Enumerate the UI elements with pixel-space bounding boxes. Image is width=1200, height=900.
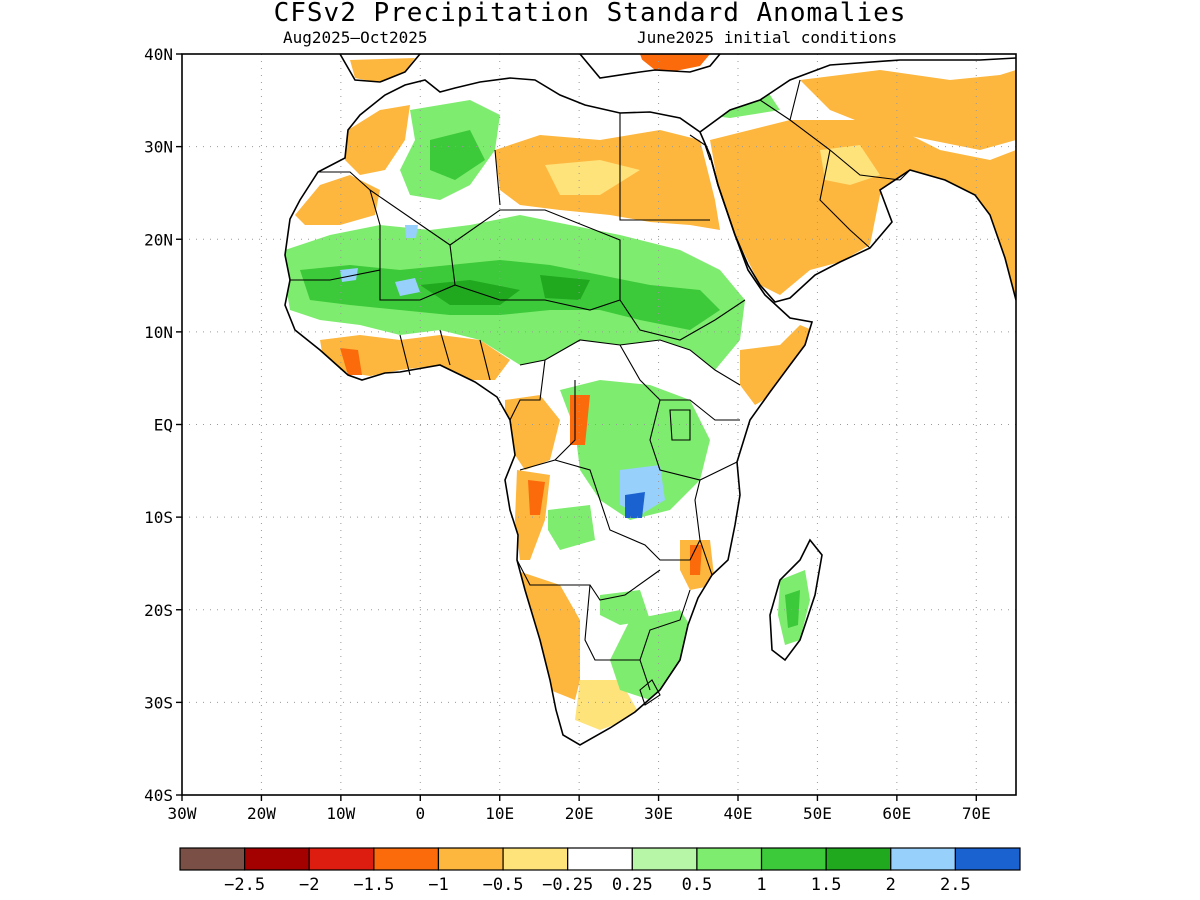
anomaly-field	[285, 54, 1016, 745]
lon-tick-label: 10W	[326, 804, 355, 823]
colorbar-label: −1	[428, 875, 448, 895]
lat-tick-label: 40S	[144, 786, 173, 805]
lon-tick-label: 20E	[565, 804, 594, 823]
colorbar-label: 0.25	[612, 875, 653, 895]
colorbar-swatch	[890, 847, 956, 871]
lat-tick-label: 40N	[144, 45, 173, 64]
lat-tick-label: 30S	[144, 693, 173, 712]
lat-tick-label: 20N	[144, 230, 173, 249]
colorbar-label: −0.5	[483, 875, 524, 895]
lat-tick-label: 10N	[144, 323, 173, 342]
colorbar-label: −0.25	[542, 875, 593, 895]
lon-tick-label: 50E	[803, 804, 832, 823]
balkans-coast	[579, 54, 721, 79]
colorbar-swatch	[760, 847, 827, 871]
country-borders	[290, 79, 911, 706]
colorbar-label: 2	[886, 875, 896, 895]
lat-tick-label: 30N	[144, 138, 173, 157]
chart-title: CFSv2 Precipitation Standard Anomalies	[273, 0, 907, 28]
lon-tick-label: 60E	[882, 804, 911, 823]
colorbar-swatch	[502, 847, 569, 871]
colorbar-swatch	[631, 847, 698, 871]
latitude-axis: 40N 30N 20N 10N EQ 10S 20S 30S 40S	[144, 45, 182, 805]
colorbar-swatch	[308, 847, 375, 871]
madagascar	[769, 538, 823, 662]
colorbar-label: −2	[299, 875, 319, 895]
colorbar: −2.5 −2 −1.5 −1 −0.5 −0.25 0.25 0.5 1 1.5 2 2.5	[179, 847, 1021, 895]
colorbar-swatch	[437, 847, 504, 871]
colorbar-label: −2.5	[224, 875, 265, 895]
iberia	[339, 54, 421, 83]
lon-tick-label: 10E	[485, 804, 514, 823]
africa-coastline	[284, 77, 814, 746]
initial-conditions: June2025 initial conditions	[637, 28, 898, 47]
colorbar-label: 0.5	[682, 875, 713, 895]
colorbar-swatch	[696, 847, 763, 871]
lon-tick-label: 40E	[724, 804, 753, 823]
lon-tick-label: 0	[415, 804, 425, 823]
colorbar-swatch	[244, 847, 310, 871]
lat-tick-label: 20S	[144, 601, 173, 620]
colorbar-label: 1	[756, 875, 766, 895]
lat-tick-label: EQ	[154, 416, 173, 435]
lon-tick-label: 30W	[168, 804, 197, 823]
colorbar-label: 1.5	[811, 875, 842, 895]
colorbar-swatch	[373, 847, 440, 871]
colorbar-label: 2.5	[940, 875, 971, 895]
colorbar-swatch	[825, 847, 892, 871]
lon-tick-label: 20W	[247, 804, 276, 823]
colorbar-swatch	[567, 847, 633, 871]
colorbar-label: −1.5	[353, 875, 394, 895]
colorbar-swatch	[179, 847, 246, 871]
arabian-peninsula	[699, 57, 1016, 303]
lat-tick-label: 10S	[144, 508, 173, 527]
lon-tick-label: 70E	[962, 804, 991, 823]
colorbar-swatch	[954, 847, 1021, 871]
coastlines	[284, 54, 1016, 746]
forecast-period: Aug2025–Oct2025	[283, 28, 428, 47]
longitude-axis: 30W 20W 10W 0 10E 20E 30E 40E 50E 60E 70E	[168, 795, 991, 823]
lon-tick-label: 30E	[644, 804, 673, 823]
